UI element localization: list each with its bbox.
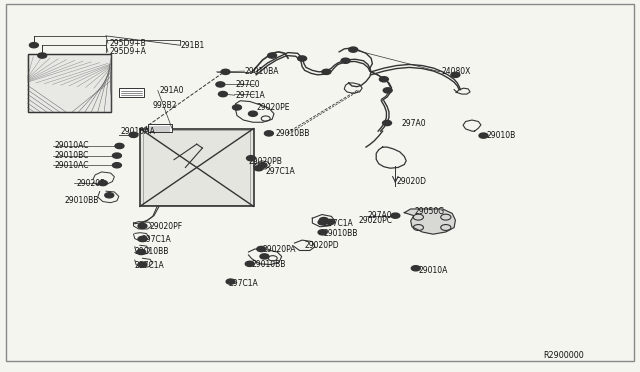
Text: 29010BB: 29010BB xyxy=(275,128,310,138)
Circle shape xyxy=(129,132,138,137)
Text: 29010AA: 29010AA xyxy=(121,126,156,136)
Text: 297C1A: 297C1A xyxy=(236,91,266,100)
Circle shape xyxy=(38,53,47,58)
Circle shape xyxy=(264,131,273,136)
Circle shape xyxy=(479,133,488,138)
Circle shape xyxy=(248,111,257,116)
Circle shape xyxy=(115,143,124,148)
Circle shape xyxy=(216,82,225,87)
Circle shape xyxy=(138,224,147,229)
Circle shape xyxy=(99,180,108,186)
Text: 291A0: 291A0 xyxy=(159,86,184,95)
Text: 29020PF: 29020PF xyxy=(150,221,182,231)
Text: 29010BB: 29010BB xyxy=(324,228,358,238)
Circle shape xyxy=(391,213,400,218)
Circle shape xyxy=(226,279,235,284)
Circle shape xyxy=(137,249,146,254)
Text: 24080X: 24080X xyxy=(442,67,470,76)
Text: 29010BB: 29010BB xyxy=(135,247,169,256)
Text: 297C1A: 297C1A xyxy=(228,279,258,288)
Circle shape xyxy=(383,121,392,126)
Text: 29020PC: 29020PC xyxy=(358,216,392,225)
Circle shape xyxy=(341,58,350,63)
Circle shape xyxy=(138,236,147,241)
Circle shape xyxy=(245,261,254,266)
Circle shape xyxy=(258,163,267,168)
Circle shape xyxy=(318,230,327,235)
Circle shape xyxy=(318,220,327,225)
Text: 291B1: 291B1 xyxy=(180,41,205,51)
Polygon shape xyxy=(404,209,456,234)
Circle shape xyxy=(451,72,460,77)
Text: 297A0: 297A0 xyxy=(368,211,392,220)
Text: 297C0: 297C0 xyxy=(236,80,260,89)
FancyBboxPatch shape xyxy=(148,124,172,132)
Circle shape xyxy=(232,105,241,110)
Text: 29020D: 29020D xyxy=(397,177,427,186)
Circle shape xyxy=(257,246,266,251)
Text: 29050G: 29050G xyxy=(415,208,445,217)
Text: 29020PA: 29020PA xyxy=(262,245,296,254)
Circle shape xyxy=(29,42,38,48)
Text: 29020PE: 29020PE xyxy=(256,103,290,112)
Circle shape xyxy=(383,88,392,93)
Text: 29010B: 29010B xyxy=(486,131,515,141)
Text: 29010A: 29010A xyxy=(419,266,449,275)
Text: 297C1A: 297C1A xyxy=(266,167,296,176)
Text: 29010BC: 29010BC xyxy=(55,151,90,160)
Circle shape xyxy=(268,53,276,58)
Text: 29020PD: 29020PD xyxy=(304,241,339,250)
Text: 295D9+A: 295D9+A xyxy=(109,47,146,56)
Circle shape xyxy=(322,69,331,74)
Text: 295D9+B: 295D9+B xyxy=(109,39,146,48)
FancyBboxPatch shape xyxy=(28,54,111,112)
Text: 29020P: 29020P xyxy=(76,179,105,187)
Circle shape xyxy=(218,92,227,97)
Text: 297C1A: 297C1A xyxy=(141,235,171,244)
Circle shape xyxy=(319,218,328,223)
Circle shape xyxy=(298,56,307,61)
Circle shape xyxy=(349,47,358,52)
Circle shape xyxy=(326,219,335,225)
Circle shape xyxy=(254,166,263,171)
Circle shape xyxy=(246,155,255,161)
Text: 29010BB: 29010BB xyxy=(251,260,285,269)
Circle shape xyxy=(221,69,230,74)
Text: 29010BB: 29010BB xyxy=(65,196,99,205)
Text: 297A0: 297A0 xyxy=(402,119,426,128)
FancyBboxPatch shape xyxy=(119,88,145,97)
Text: 297C1A: 297C1A xyxy=(135,261,164,270)
FancyBboxPatch shape xyxy=(140,129,253,206)
Circle shape xyxy=(105,193,114,198)
Text: R2900000: R2900000 xyxy=(543,351,584,360)
Text: 29010BA: 29010BA xyxy=(244,67,279,76)
Text: 297C1A: 297C1A xyxy=(324,219,353,228)
Circle shape xyxy=(412,266,420,271)
Circle shape xyxy=(138,262,147,267)
Text: 29010AC: 29010AC xyxy=(55,141,90,151)
Text: 993B2: 993B2 xyxy=(153,101,177,110)
Circle shape xyxy=(260,254,269,259)
Text: 29020PB: 29020PB xyxy=(248,157,282,166)
Circle shape xyxy=(113,163,122,168)
Text: 29010AC: 29010AC xyxy=(55,161,90,170)
Circle shape xyxy=(380,77,388,82)
Circle shape xyxy=(113,153,122,158)
